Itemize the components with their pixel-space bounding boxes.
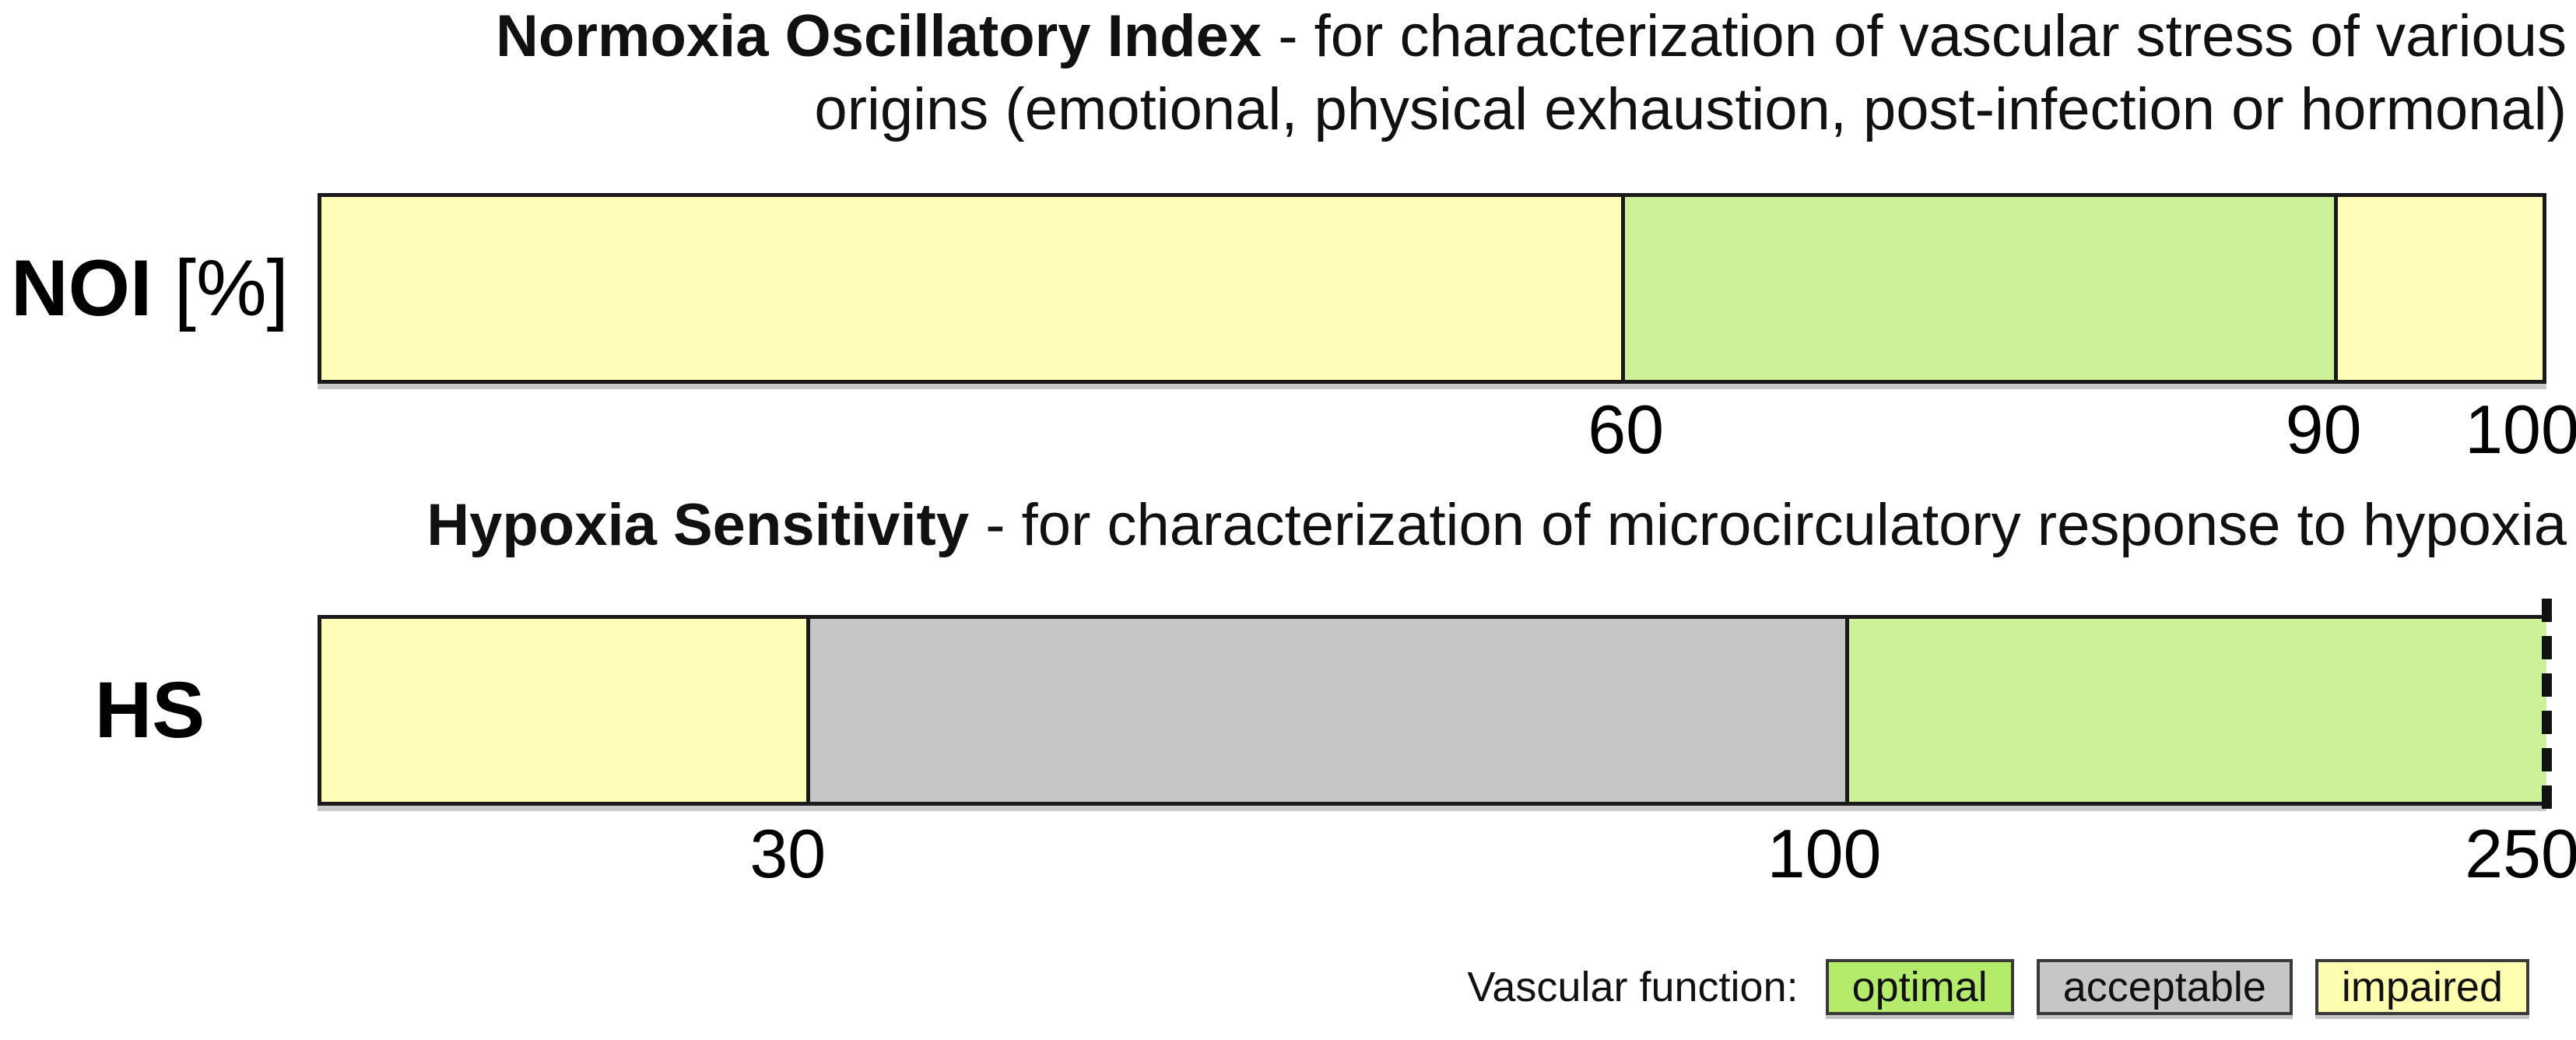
noi-title: Normoxia Oscillatory Index - for charact… <box>496 0 2567 146</box>
legend-item-acceptable: acceptable <box>2036 959 2293 1015</box>
hs-title-bold: Hypoxia Sensitivity <box>426 492 970 558</box>
hs-segment-optimal <box>1845 619 2546 802</box>
hs-row-label-bold: HS <box>94 666 205 754</box>
hs-segment-acceptable <box>806 619 1846 802</box>
noi-row-label: NOI [%] <box>0 248 300 328</box>
hs-segment-impaired <box>321 619 807 802</box>
noi-row-label-bold: NOI <box>10 244 153 332</box>
noi-segment-impaired <box>2333 197 2543 380</box>
vascular-function-legend: Vascular function: optimal acceptable im… <box>1467 959 2529 1015</box>
noi-segment-optimal <box>1620 197 2334 380</box>
legend-item-impaired: impaired <box>2315 959 2529 1015</box>
noi-title-line1: Normoxia Oscillatory Index - for charact… <box>496 0 2567 73</box>
legend-title: Vascular function: <box>1467 964 1799 1010</box>
hs-row-label: HS <box>0 670 300 750</box>
noi-scale-bar <box>318 193 2546 384</box>
hs-axis-tick-250: 250 <box>2465 815 2576 892</box>
noi-axis-tick-100: 100 <box>2465 391 2576 468</box>
noi-title-rest: - for characterization of vascular stres… <box>1262 3 2567 69</box>
hs-title-rest: - for characterization of microcirculato… <box>969 492 2567 558</box>
noi-title-line2: origins (emotional, physical exhaustion,… <box>814 76 2567 142</box>
noi-segment-impaired <box>321 197 1621 380</box>
hs-axis-tick-100: 100 <box>1767 815 1882 892</box>
noi-axis-tick-90: 90 <box>2285 391 2362 468</box>
noi-axis-tick-60: 60 <box>1588 391 1665 468</box>
noi-row-label-unit: [%] <box>152 244 290 332</box>
hs-axis-tick-30: 30 <box>749 815 826 892</box>
hs-axis-ticks: 30 100 250 <box>318 815 2576 901</box>
legend-item-optimal: optimal <box>1825 959 2014 1015</box>
hs-upper-limit-dashed-line <box>2542 599 2552 820</box>
noi-axis-ticks: 60 90 100 <box>318 391 2576 476</box>
hs-title: Hypoxia Sensitivity - for characterizati… <box>426 489 2567 562</box>
hs-scale-bar <box>318 599 2552 820</box>
noi-title-bold: Normoxia Oscillatory Index <box>496 3 1262 69</box>
hs-title-line1: Hypoxia Sensitivity - for characterizati… <box>426 489 2567 562</box>
